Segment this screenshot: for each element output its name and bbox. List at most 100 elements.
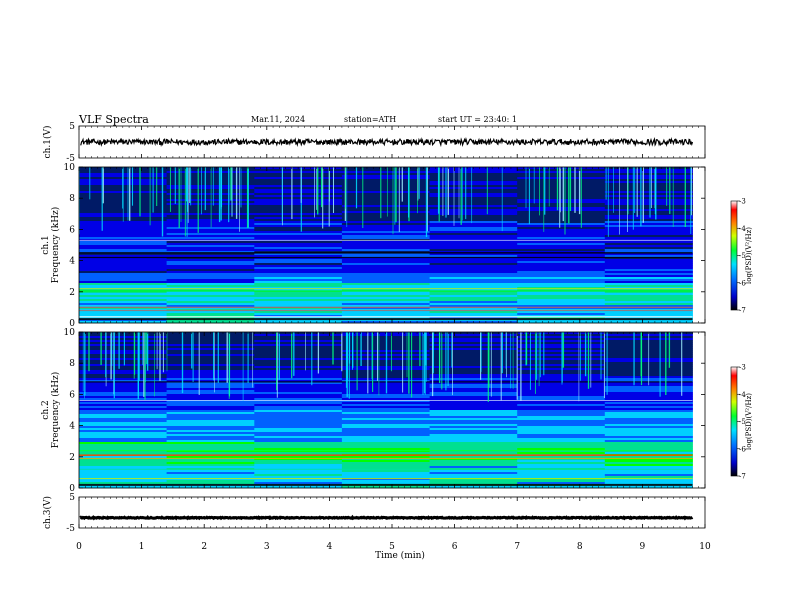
spectrogram-cell xyxy=(254,219,343,222)
spectrogram-cell xyxy=(604,249,693,252)
spectrogram-cell xyxy=(254,422,343,425)
spectrogram-cell xyxy=(79,269,168,272)
spectrogram-cell xyxy=(604,265,693,268)
spectrogram-cell xyxy=(517,281,606,284)
spectrogram-cell xyxy=(517,219,606,222)
spectrogram-cell xyxy=(341,191,430,194)
spectrogram-cell xyxy=(429,243,518,246)
spectrogram-cell xyxy=(429,336,518,339)
spectrogram-cell xyxy=(341,295,430,298)
spectrogram-cell xyxy=(166,289,255,292)
spectrogram-cell xyxy=(166,171,255,174)
spectrogram-cell xyxy=(166,346,255,349)
y-tick-label: 6 xyxy=(69,225,75,235)
spectrogram-cell xyxy=(79,352,168,355)
spectrogram-cell xyxy=(79,422,168,425)
spectrogram-cell xyxy=(254,352,343,355)
spectrogram-cell xyxy=(341,245,430,248)
spectrogram-cell xyxy=(254,470,343,473)
spectrogram-cell xyxy=(166,404,255,407)
spectrogram-cell xyxy=(604,315,693,318)
spectrogram-cell xyxy=(604,386,693,389)
spectrogram-cell xyxy=(341,400,430,403)
spectrogram-cell xyxy=(429,173,518,176)
spectrogram-cell xyxy=(429,338,518,341)
spectrogram-cell xyxy=(166,311,255,314)
spectrogram-cell xyxy=(517,271,606,274)
spectrogram-cell xyxy=(604,201,693,204)
spectrogram-cell xyxy=(341,227,430,230)
spectrogram-cell xyxy=(254,237,343,240)
spectrogram-cell xyxy=(254,297,343,300)
spectrogram-cell xyxy=(166,271,255,274)
spectrogram-cell xyxy=(166,396,255,399)
spectrogram-cell xyxy=(429,181,518,184)
ch1-spectrogram: 0 2 4 6 8 10 ch.1 Frequency (kHz) xyxy=(41,163,706,329)
spectrogram-cell xyxy=(79,432,168,435)
spectrogram-cell xyxy=(254,227,343,230)
spectrogram-cell xyxy=(604,289,693,292)
spectrogram-cell xyxy=(254,201,343,204)
spectrogram-cell xyxy=(429,428,518,431)
spectrogram-cell xyxy=(517,370,606,373)
spectrogram-cell xyxy=(517,428,606,431)
spectrogram-cell xyxy=(429,486,518,489)
spectrogram-cell xyxy=(517,193,606,196)
spectrogram-cell xyxy=(254,360,343,363)
spectrogram-cell xyxy=(604,390,693,393)
spectrogram-cell xyxy=(79,285,168,288)
spectrogram-cell xyxy=(429,311,518,314)
spectrogram-cell xyxy=(166,277,255,280)
spectrogram-cell xyxy=(517,372,606,375)
spectrogram-cell xyxy=(429,189,518,192)
spectrogram-cell xyxy=(429,356,518,359)
spectrogram-cell xyxy=(517,346,606,349)
spectrogram-cell xyxy=(254,414,343,417)
spectrogram-cell xyxy=(517,384,606,387)
spectrogram-cell xyxy=(341,211,430,214)
spectrogram-cell xyxy=(429,398,518,401)
spectrogram-cell xyxy=(254,390,343,393)
spectrogram-cell xyxy=(254,400,343,403)
spectrogram-cell xyxy=(341,289,430,292)
spectrogram-cell xyxy=(341,253,430,256)
spectrogram-cell xyxy=(604,185,693,188)
spectrogram-cell xyxy=(166,291,255,294)
spectrogram-cell xyxy=(429,478,518,481)
spectrogram-cell xyxy=(604,279,693,282)
spectrogram-cell xyxy=(254,436,343,439)
spectrogram-cell xyxy=(604,171,693,174)
spectrogram-cell xyxy=(79,442,168,445)
spectrogram-cell xyxy=(166,438,255,441)
spectrogram-cell xyxy=(429,392,518,395)
y-axis-label: Frequency (kHz) xyxy=(50,207,61,284)
y-tick-label: -5 xyxy=(66,524,75,534)
spectrogram-cell xyxy=(604,231,693,234)
spectrogram-cell xyxy=(79,412,168,415)
spectrogram-cell xyxy=(254,267,343,270)
spectrogram-cell xyxy=(254,336,343,339)
spectrogram-cell xyxy=(604,464,693,467)
spectrogram-cell xyxy=(517,458,606,461)
spectrogram-cell xyxy=(429,297,518,300)
start-time-label: start UT = 23:40: 1 xyxy=(438,115,517,124)
spectrogram-cell xyxy=(254,207,343,210)
spectrogram-cell xyxy=(517,267,606,270)
spectrogram-cell xyxy=(604,476,693,479)
spectrogram-cell xyxy=(604,173,693,176)
x-tick-label: 5 xyxy=(389,542,395,552)
spectrogram-cell xyxy=(429,197,518,200)
spectrogram-cell xyxy=(429,307,518,310)
spectrogram-cell xyxy=(341,241,430,244)
spectrogram-cell xyxy=(517,199,606,202)
spectrogram-cell xyxy=(79,231,168,234)
spectrogram-cell xyxy=(604,233,693,236)
spectrogram-cell xyxy=(429,412,518,415)
spectrogram-cell xyxy=(517,388,606,391)
spectrogram-cell xyxy=(341,404,430,407)
spectrogram-cell xyxy=(604,277,693,280)
spectrogram-cell xyxy=(517,466,606,469)
spectrogram-cell xyxy=(166,241,255,244)
spectrogram-cell xyxy=(604,197,693,200)
spectrogram-cell xyxy=(254,442,343,445)
